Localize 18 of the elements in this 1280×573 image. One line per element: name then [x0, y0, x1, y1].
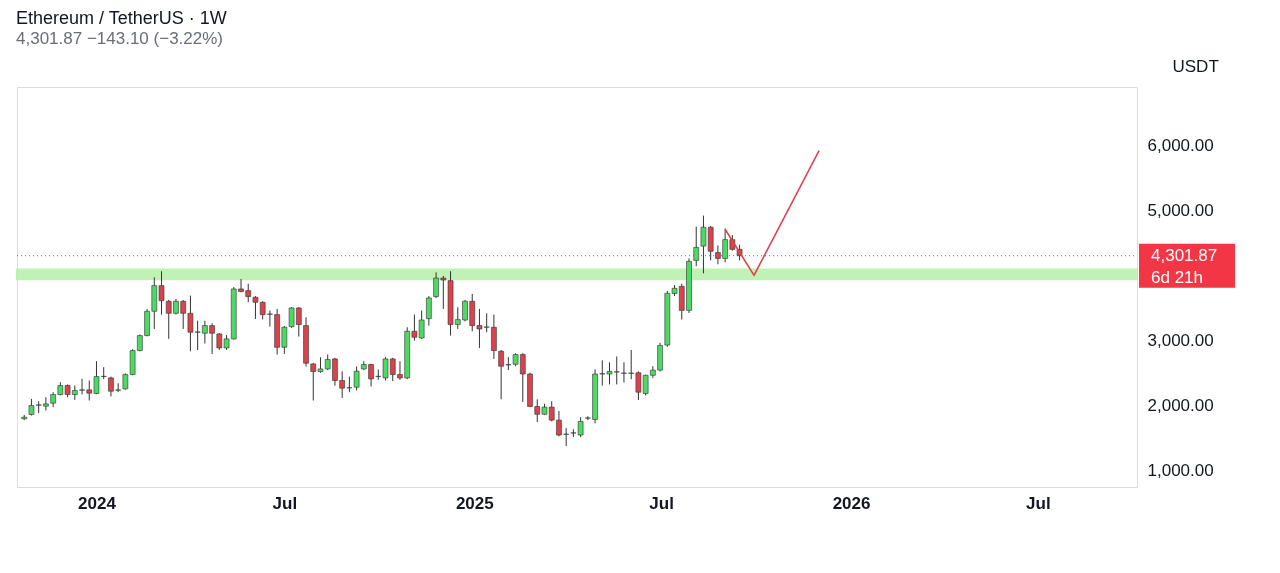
text: 6d 21h — [1151, 267, 1203, 287]
candlestick — [693, 226, 700, 267]
x-tick-label: 2024 — [78, 493, 117, 513]
chart-subtitle: 4,301.87 −143.10 (−3.22%) — [16, 29, 223, 48]
y-axis-title: USDT — [1172, 56, 1219, 76]
y-tick-label: 1,000.00 — [1147, 460, 1214, 480]
y-tick-label: 3,000.00 — [1147, 330, 1214, 350]
y-tick-label: 5,000.00 — [1147, 200, 1214, 220]
x-tick-label: Jul — [272, 493, 298, 513]
chart-title: Ethereum / TetherUS · 1W — [16, 8, 227, 28]
ref-line-label: 4,301.87 — [1151, 245, 1218, 265]
y-tick-label: 6,000.00 — [1147, 135, 1214, 155]
x-tick-label: Jul — [649, 493, 674, 513]
y-tick-label: 2,000.00 — [1147, 395, 1214, 415]
x-tick-label: 2025 — [455, 493, 494, 513]
candlestick — [426, 295, 432, 327]
x-tick-label: 2026 — [832, 493, 871, 513]
x-tick-label: Jul — [1026, 493, 1051, 513]
